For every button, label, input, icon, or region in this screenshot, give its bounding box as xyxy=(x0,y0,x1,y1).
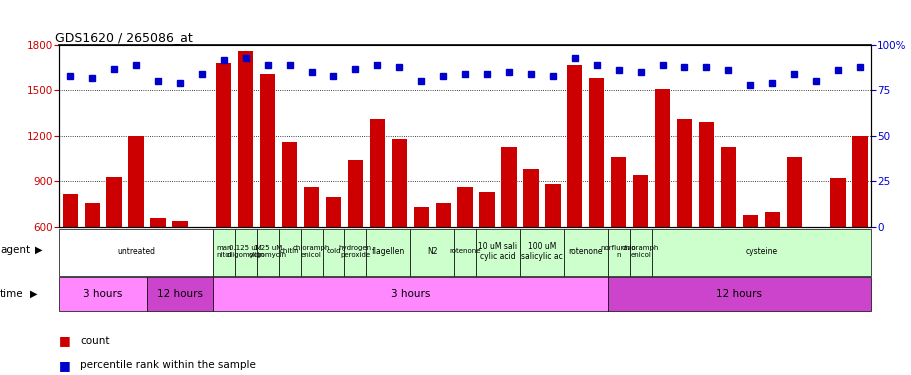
Text: 1.25 uM
oligomycin: 1.25 uM oligomycin xyxy=(249,245,286,258)
Bar xyxy=(607,229,629,276)
Bar xyxy=(567,65,582,318)
Bar xyxy=(107,177,122,318)
Bar xyxy=(303,188,319,318)
Text: 100 uM
salicylic ac: 100 uM salicylic ac xyxy=(520,242,562,261)
Text: 3 hours: 3 hours xyxy=(390,289,429,299)
Bar xyxy=(234,229,256,276)
Bar xyxy=(322,229,344,276)
Text: rotenone: rotenone xyxy=(568,247,602,256)
Bar xyxy=(545,184,560,318)
Bar xyxy=(607,277,870,311)
Text: GDS1620 / 265086_at: GDS1620 / 265086_at xyxy=(56,31,193,44)
Text: rotenone: rotenone xyxy=(449,248,480,254)
Text: percentile rank within the sample: percentile rank within the sample xyxy=(80,360,256,370)
Bar xyxy=(632,176,648,318)
Bar xyxy=(63,194,77,318)
Bar xyxy=(610,157,626,318)
Bar xyxy=(238,51,253,318)
Bar xyxy=(301,229,322,276)
Text: cysteine: cysteine xyxy=(744,247,776,256)
Bar xyxy=(785,157,801,318)
Bar xyxy=(212,229,234,276)
Text: untreated: untreated xyxy=(117,247,155,256)
Bar xyxy=(344,229,366,276)
Bar xyxy=(698,122,713,318)
Bar xyxy=(59,277,147,311)
Bar xyxy=(676,119,691,318)
Bar xyxy=(523,169,538,318)
Text: 10 uM sali
cylic acid: 10 uM sali cylic acid xyxy=(478,242,517,261)
Bar xyxy=(260,74,275,318)
Bar xyxy=(172,221,188,318)
Bar xyxy=(410,229,454,276)
Text: ▶: ▶ xyxy=(35,245,42,255)
Text: norflurazo
n: norflurazo n xyxy=(600,245,636,258)
Text: chitin: chitin xyxy=(280,248,299,254)
Text: N2: N2 xyxy=(426,247,437,256)
Bar xyxy=(829,178,844,318)
Bar xyxy=(457,188,472,318)
Bar xyxy=(720,147,735,318)
Bar xyxy=(852,136,866,318)
Text: ▶: ▶ xyxy=(30,289,37,299)
Bar xyxy=(369,119,384,318)
Bar xyxy=(128,136,144,318)
Text: flagellen: flagellen xyxy=(372,247,404,256)
Bar xyxy=(281,142,297,318)
Text: 3 hours: 3 hours xyxy=(84,289,123,299)
Bar xyxy=(256,229,279,276)
Bar xyxy=(519,229,563,276)
Bar xyxy=(194,227,210,318)
Bar xyxy=(454,229,476,276)
Text: count: count xyxy=(80,336,109,346)
Bar xyxy=(742,215,757,318)
Bar xyxy=(501,147,517,318)
Text: time: time xyxy=(0,289,24,299)
Text: man
nitol: man nitol xyxy=(216,245,231,258)
Text: ■: ■ xyxy=(59,359,71,372)
Bar xyxy=(476,229,519,276)
Bar xyxy=(479,192,494,318)
Bar xyxy=(650,229,870,276)
Bar xyxy=(807,227,823,318)
Bar xyxy=(563,229,607,276)
Text: agent: agent xyxy=(0,245,30,255)
Bar xyxy=(150,218,166,318)
Bar xyxy=(212,277,607,311)
Text: hydrogen
peroxide: hydrogen peroxide xyxy=(339,245,372,258)
Bar xyxy=(347,160,363,318)
Bar xyxy=(763,212,779,318)
Text: 12 hours: 12 hours xyxy=(715,289,762,299)
Text: ■: ■ xyxy=(59,334,71,347)
Bar xyxy=(325,196,341,318)
Bar xyxy=(629,229,650,276)
Bar xyxy=(589,78,604,318)
Bar xyxy=(59,229,212,276)
Bar xyxy=(216,63,231,318)
Bar xyxy=(85,202,100,318)
Bar xyxy=(391,139,406,318)
Text: 0.125 uM
oligomycin: 0.125 uM oligomycin xyxy=(227,245,264,258)
Bar xyxy=(279,229,301,276)
Bar xyxy=(413,207,428,318)
Bar xyxy=(654,89,670,318)
Bar xyxy=(147,277,212,311)
Text: chloramph
enicol: chloramph enicol xyxy=(292,245,330,258)
Bar xyxy=(435,202,450,318)
Text: chloramph
enicol: chloramph enicol xyxy=(621,245,659,258)
Bar xyxy=(366,229,410,276)
Text: cold: cold xyxy=(326,248,341,254)
Text: 12 hours: 12 hours xyxy=(157,289,203,299)
